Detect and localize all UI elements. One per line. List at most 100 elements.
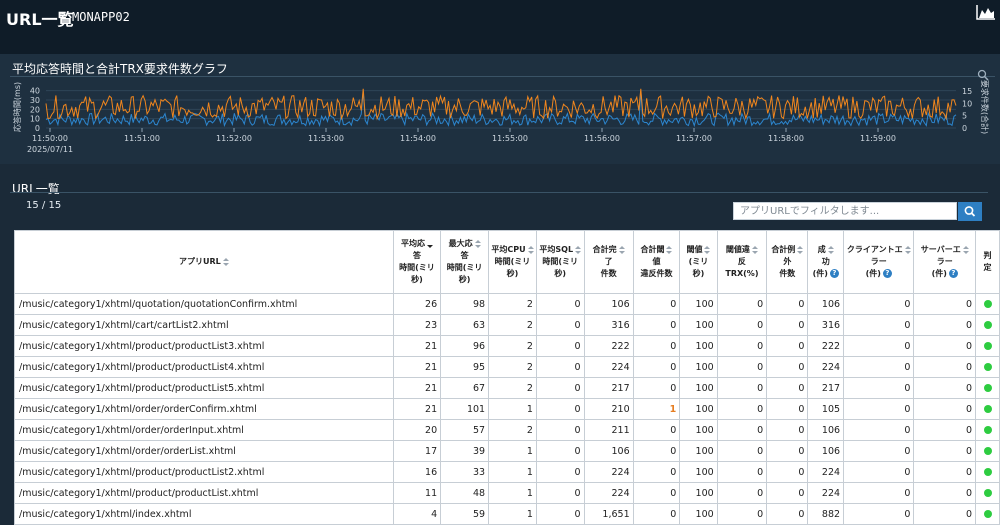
app-url-cell[interactable]: /music/category1/xhtml/order/orderInput.… [14, 419, 394, 441]
app-url-cell[interactable]: /music/category1/xhtml/order/orderList.x… [14, 440, 394, 462]
url-list-title: URL一覧 [12, 182, 60, 196]
status-cell [975, 335, 1000, 357]
column-header[interactable]: 合計例外件数 [766, 230, 809, 294]
app-url-cell[interactable]: /music/category1/xhtml/quotation/quotati… [14, 293, 394, 315]
help-icon[interactable]: ? [948, 269, 958, 278]
table-cell: 1 [632, 398, 681, 420]
table-row[interactable]: /music/category1/xhtml/product/productLi… [14, 356, 1000, 378]
app-url-cell[interactable]: /music/category1/xhtml/order/orderConfir… [14, 398, 394, 420]
sort-icon [751, 245, 758, 254]
table-row[interactable]: /music/category1/xhtml/cart/cartList2.xh… [14, 314, 1000, 336]
zoom-icon[interactable] [977, 66, 989, 85]
table-cell: 67 [440, 377, 490, 399]
status-cell [975, 419, 1000, 441]
table-cell: 0 [766, 461, 809, 483]
table-row[interactable]: /music/category1/xhtml/order/orderInput.… [14, 419, 1000, 441]
table-row[interactable]: /music/category1/xhtml/product/productLi… [14, 335, 1000, 357]
status-cell [975, 398, 1000, 420]
app-url-cell[interactable]: /music/category1/xhtml/product/productLi… [14, 356, 394, 378]
table-cell: 21 [392, 398, 442, 420]
table-cell: 100 [679, 377, 718, 399]
app-url-cell[interactable]: /music/category1/xhtml/product/productLi… [14, 335, 394, 357]
table-cell: 2 [488, 419, 537, 441]
column-header[interactable]: 平均CPU 時間(ミリ 秒) [488, 230, 537, 294]
column-header[interactable]: 平均SQL 時間(ミリ 秒) [535, 230, 585, 294]
table-row[interactable]: /music/category1/xhtml/order/orderConfir… [14, 398, 1000, 420]
status-cell [975, 293, 1000, 315]
table-cell: 224 [583, 461, 634, 483]
status-ok-icon [983, 447, 992, 455]
table-cell: 0 [913, 356, 977, 378]
column-header[interactable]: 合計完了件数 [583, 230, 634, 294]
table-cell: 0 [535, 440, 585, 462]
table-cell: 1,651 [583, 503, 634, 525]
table-cell: 57 [440, 419, 490, 441]
app-url-cell[interactable]: /music/category1/xhtml/product/productLi… [14, 482, 394, 504]
y-tick-label: 40 [30, 87, 40, 96]
table-cell: 222 [807, 335, 845, 357]
table-row[interactable]: /music/category1/xhtml/index.xhtml 4 59 1 0 1… [14, 503, 1000, 525]
table-cell: 59 [440, 503, 490, 525]
table-cell: 21 [392, 377, 442, 399]
area-chart-icon[interactable] [976, 4, 996, 24]
column-header[interactable]: 閾値 (ミリ 秒) [679, 230, 718, 294]
table-cell: 100 [679, 482, 718, 504]
table-cell: 2 [488, 314, 537, 336]
y2-tick-label: 0 [962, 124, 967, 133]
table-cell: 4 [392, 503, 442, 525]
sort-icon [575, 245, 582, 254]
table-row[interactable]: /music/category1/xhtml/product/productLi… [14, 377, 1000, 399]
table-cell: 106 [583, 293, 634, 315]
y2-tick-label: 10 [962, 99, 972, 108]
url-table: アプリURL 平均応答時間(ミリ 秒) 最大応答時間(ミリ 秒) 平均CPU 時間(ミリ 秒)… [14, 230, 1000, 525]
filter-input[interactable] [733, 202, 957, 220]
table-row[interactable]: /music/category1/xhtml/quotation/quotati… [14, 293, 1000, 315]
table-row[interactable]: /music/category1/xhtml/product/productLi… [14, 482, 1000, 504]
status-cell [975, 440, 1000, 462]
sort-icon [704, 245, 711, 254]
divider [10, 192, 988, 193]
column-header[interactable]: 閾値違反 TRX(%) [716, 230, 768, 294]
column-header[interactable]: 成功 (件)? [807, 230, 845, 294]
column-header[interactable]: アプリURL [14, 230, 394, 294]
table-cell: 48 [440, 482, 490, 504]
table-cell: 0 [535, 356, 585, 378]
app-url-cell[interactable]: /music/category1/xhtml/product/productLi… [14, 461, 394, 483]
table-cell: 211 [583, 419, 634, 441]
sort-icon [797, 245, 804, 254]
help-icon[interactable]: ? [829, 269, 839, 278]
column-header[interactable]: 平均応答時間(ミリ 秒) [392, 230, 442, 294]
status-cell [975, 377, 1000, 399]
column-header[interactable]: サーバーエ ラー (件)? [913, 230, 977, 294]
table-cell: 210 [583, 398, 634, 420]
x-tick-label: 11:53:00 [308, 134, 344, 143]
column-header[interactable]: クライアントエ ラー (件)? [843, 230, 915, 294]
table-cell: 105 [807, 398, 845, 420]
table-cell: 100 [679, 335, 718, 357]
table-cell: 0 [716, 314, 768, 336]
help-icon[interactable]: ? [882, 269, 892, 278]
status-cell [975, 461, 1000, 483]
status-ok-icon [983, 342, 992, 350]
table-row[interactable]: /music/category1/xhtml/order/orderList.x… [14, 440, 1000, 462]
x-tick-label: 11:56:00 [584, 134, 620, 143]
sort-desc-icon [426, 239, 433, 248]
column-header[interactable]: 合計閾値違反件数 [632, 230, 681, 294]
search-button[interactable] [958, 202, 982, 221]
table-cell: 0 [913, 335, 977, 357]
table-row[interactable]: /music/category1/xhtml/product/productLi… [14, 461, 1000, 483]
table-cell: 100 [679, 356, 718, 378]
url-list-section: URL一覧 15 / 15 アプリURL平均応答時間(ミリ秒)最大応答時間(ミリ… [0, 172, 1000, 525]
table-cell: 0 [913, 293, 977, 315]
table-cell: 882 [807, 503, 845, 525]
column-header[interactable]: 最大応答時間(ミリ 秒) [440, 230, 490, 294]
table-cell: 0 [632, 356, 681, 378]
app-url-cell[interactable]: /music/category1/xhtml/index.xhtml [14, 503, 394, 525]
table-cell: 21 [392, 335, 442, 357]
x-tick-label: 11:59:00 [860, 134, 896, 143]
table-cell: 224 [807, 356, 845, 378]
app-url-cell[interactable]: /music/category1/xhtml/cart/cartList2.xh… [14, 314, 394, 336]
app-url-cell[interactable]: /music/category1/xhtml/product/productLi… [14, 377, 394, 399]
page-title: URL一覧 [6, 10, 74, 29]
